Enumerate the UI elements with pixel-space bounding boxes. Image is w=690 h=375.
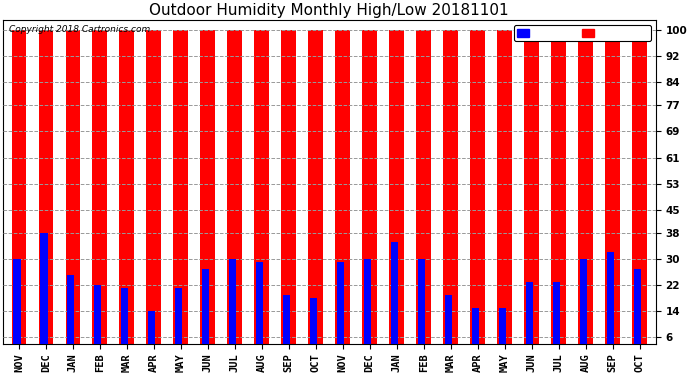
- Bar: [417, 259, 425, 357]
- Bar: [497, 30, 512, 357]
- Bar: [229, 259, 237, 357]
- Bar: [578, 30, 593, 357]
- Bar: [94, 285, 101, 357]
- Bar: [580, 259, 587, 357]
- Bar: [551, 30, 566, 357]
- Bar: [633, 268, 641, 357]
- Bar: [228, 30, 242, 357]
- Bar: [256, 262, 264, 357]
- Bar: [255, 30, 269, 357]
- Bar: [391, 243, 398, 357]
- Bar: [524, 30, 539, 357]
- Bar: [148, 311, 155, 357]
- Bar: [362, 30, 377, 357]
- Bar: [67, 275, 75, 357]
- Title: Outdoor Humidity Monthly High/Low 20181101: Outdoor Humidity Monthly High/Low 201811…: [150, 3, 509, 18]
- Bar: [283, 295, 290, 357]
- Bar: [499, 308, 506, 357]
- Bar: [175, 288, 182, 357]
- Bar: [40, 232, 48, 357]
- Bar: [282, 30, 296, 357]
- Bar: [173, 30, 188, 357]
- Bar: [200, 30, 215, 357]
- Bar: [444, 295, 452, 357]
- Bar: [310, 298, 317, 357]
- Bar: [39, 30, 53, 357]
- Bar: [202, 268, 209, 357]
- Bar: [92, 30, 108, 357]
- Bar: [471, 30, 485, 357]
- Bar: [119, 30, 135, 357]
- Bar: [632, 30, 647, 357]
- Bar: [472, 308, 480, 357]
- Bar: [13, 259, 21, 357]
- Bar: [66, 30, 80, 357]
- Bar: [335, 30, 351, 357]
- Bar: [389, 30, 404, 357]
- Bar: [337, 262, 344, 357]
- Bar: [526, 282, 533, 357]
- Bar: [553, 282, 560, 357]
- Legend: Low  (%), High  (%): Low (%), High (%): [515, 25, 651, 41]
- Bar: [12, 30, 26, 357]
- Bar: [443, 30, 458, 357]
- Bar: [607, 252, 614, 357]
- Bar: [416, 30, 431, 357]
- Bar: [308, 30, 323, 357]
- Bar: [121, 288, 128, 357]
- Bar: [605, 30, 620, 357]
- Bar: [364, 259, 371, 357]
- Text: Copyright 2018 Cartronics.com: Copyright 2018 Cartronics.com: [9, 25, 150, 34]
- Bar: [146, 30, 161, 357]
